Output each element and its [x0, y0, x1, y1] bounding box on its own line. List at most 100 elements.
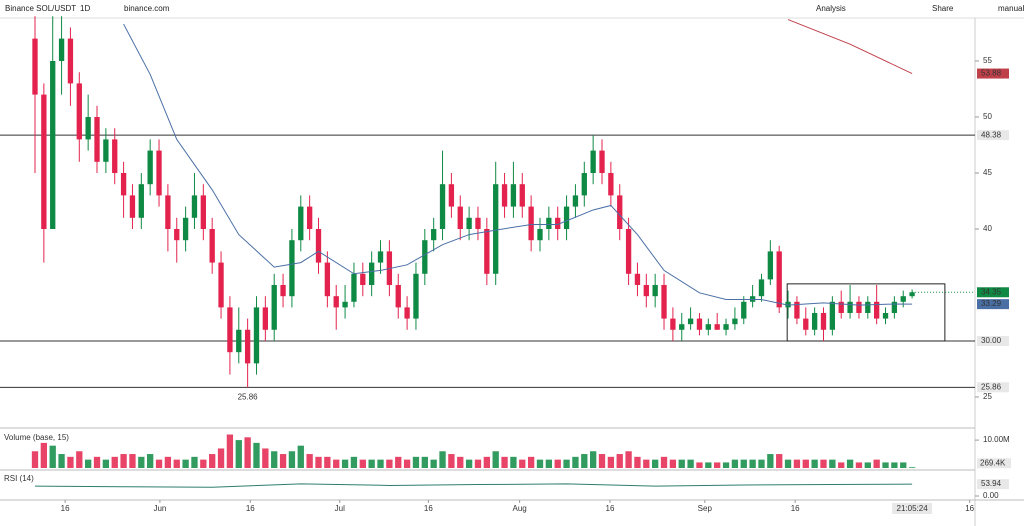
volume-bar — [111, 456, 118, 468]
candle-body — [165, 195, 171, 229]
volume-bar — [714, 462, 721, 468]
volume-bar — [758, 459, 765, 468]
candle-body — [431, 228, 437, 241]
candle-body — [555, 217, 561, 229]
y-tick-label: 25 — [983, 392, 992, 401]
candle-body — [617, 195, 623, 229]
candle-body — [182, 217, 189, 241]
volume-bar — [838, 462, 845, 468]
volume-bar — [527, 456, 535, 468]
volume-bar — [67, 456, 74, 468]
candle-body — [758, 279, 765, 297]
volume-bar — [49, 445, 56, 468]
volume-bar — [908, 467, 916, 468]
volume-bar — [776, 454, 783, 468]
candle-body — [475, 217, 481, 229]
volume-bar — [722, 462, 730, 468]
candle-body — [572, 195, 579, 207]
candle-body — [280, 284, 286, 297]
volume-bar — [873, 459, 880, 468]
volume-bar — [616, 454, 623, 468]
volume-bar — [793, 459, 801, 468]
time-label: 21:05:24 — [897, 504, 929, 513]
candle-body — [687, 318, 694, 325]
line-badge — [977, 68, 1009, 79]
volume-title: Volume (base, 15) — [4, 433, 69, 442]
candle-body — [891, 301, 898, 313]
candle-body — [776, 251, 782, 308]
candle-body — [874, 301, 880, 319]
candle-body — [315, 228, 322, 263]
volume-bar — [217, 448, 225, 468]
analysis-button[interactable]: Analysis — [816, 4, 846, 13]
volume-bar — [173, 459, 180, 468]
volume-badge-label: 269.4K — [980, 458, 1006, 467]
candle-body — [599, 150, 605, 173]
candle-body — [670, 318, 676, 330]
x-tick-label: Aug — [512, 504, 526, 513]
price-badge-label: 30.00 — [981, 336, 1002, 345]
volume-bar — [315, 456, 322, 468]
volume-bar — [288, 451, 296, 468]
candle-body — [85, 117, 91, 140]
volume-bar — [84, 459, 92, 468]
volume-bar — [138, 456, 145, 468]
candle-body — [661, 284, 667, 319]
volume-bar — [740, 459, 747, 468]
candle-body — [333, 296, 339, 308]
candle-body — [227, 307, 233, 353]
volume-bar — [76, 451, 83, 468]
candle-body — [120, 172, 127, 196]
candle-body — [528, 206, 534, 241]
y-tick-label: 50 — [983, 112, 992, 121]
candle-body — [32, 38, 38, 95]
candle-body — [625, 228, 632, 274]
x-tick-label: 16 — [606, 504, 615, 513]
volume-bar — [377, 459, 384, 468]
candle-body — [200, 195, 206, 229]
volume-bar — [58, 454, 65, 468]
volume-bar — [510, 456, 517, 468]
volume-bar — [421, 456, 428, 468]
volume-bar — [324, 456, 331, 468]
price-badge-label: 25.86 — [981, 382, 1002, 391]
volume-bar — [439, 451, 446, 468]
candle-body — [138, 184, 144, 218]
volume-bar — [226, 434, 234, 468]
candle-body — [803, 318, 809, 330]
symbol[interactable]: Binance SOL/USDT — [5, 4, 76, 13]
volume-bar — [93, 456, 101, 468]
volume-bar — [333, 459, 340, 468]
candle-body — [909, 292, 915, 297]
rsi-title: RSI (14) — [4, 474, 34, 483]
candle-body — [794, 301, 800, 319]
price-badge — [977, 382, 1009, 393]
volume-bar — [253, 442, 260, 468]
candle-body — [129, 195, 136, 218]
volume-tick-label: 10.00M — [983, 435, 1010, 444]
x-tick-label: 16 — [791, 504, 800, 513]
x-tick-label: Jul — [335, 504, 345, 513]
candle-body — [218, 262, 224, 308]
site[interactable]: binance.com — [124, 4, 170, 13]
volume-bar — [368, 459, 375, 468]
candle-body — [413, 273, 419, 319]
candle-body — [67, 38, 74, 84]
volume-bar — [40, 442, 48, 468]
volume-bar — [696, 462, 703, 468]
share-button[interactable]: Share — [932, 4, 954, 13]
volume-bar — [483, 456, 490, 468]
candle-body — [652, 284, 658, 297]
volume-bar — [182, 459, 189, 468]
candle-body — [811, 312, 818, 330]
candle-body — [714, 324, 720, 330]
user[interactable]: manual — [998, 4, 1024, 13]
line-badge — [977, 299, 1009, 310]
last-price-label: 34.35 — [981, 287, 1002, 296]
candle-body — [501, 184, 508, 207]
volume-bar — [403, 459, 411, 468]
volume-bar — [625, 451, 632, 468]
moving-average — [787, 19, 913, 74]
candle-body — [519, 184, 525, 207]
interval[interactable]: 1D — [80, 4, 90, 13]
